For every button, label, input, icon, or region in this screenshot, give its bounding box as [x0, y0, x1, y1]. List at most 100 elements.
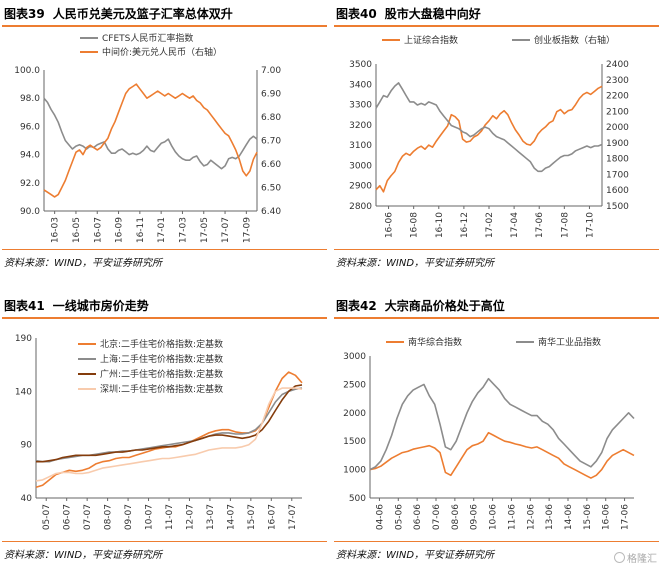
y-right-tick-label: 1700	[606, 170, 629, 180]
y-tick-label: 98.0	[20, 94, 40, 104]
chart-title: 图表41 一线城市房价走势	[4, 297, 149, 315]
y-right-tick-label: 7.00	[261, 66, 281, 76]
title-rule	[2, 25, 327, 27]
x-tick-label: 17-06	[535, 212, 545, 238]
y-tick-label: 96.0	[20, 122, 40, 132]
source-rule	[2, 541, 327, 542]
title-rule	[334, 25, 659, 27]
legend-label: CFETS人民币汇率指数	[102, 32, 193, 44]
x-tick-label: 17-05	[200, 217, 210, 243]
series-line-1	[375, 82, 603, 173]
chart-title-text: 人民币兑美元及篮子汇率总体双升	[52, 7, 233, 21]
chart-number: 图表40	[336, 7, 377, 21]
y-tick-label: 140	[15, 387, 32, 397]
source-note: 资料来源：WIND，平安证券研究所	[4, 550, 163, 561]
chart-title: 图表40 股市大盘稳中向好	[336, 5, 481, 23]
chart-title-text: 一线城市房价走势	[52, 299, 149, 313]
series-line-0	[375, 85, 603, 193]
source-note: 资料来源：WIND，平安证券研究所	[4, 258, 163, 269]
chart-number: 图表39	[4, 7, 45, 21]
legend-label: 南华综合指数	[408, 336, 462, 348]
stock-chart: 2800 2900 3000 3100 3200 3300 3400 3500 1500 1600…	[349, 34, 629, 238]
x-tick-label: 16-12	[460, 212, 470, 238]
y-right-tick-label: 6.80	[261, 113, 281, 123]
y-tick-label: 2800	[349, 202, 372, 212]
commodity-chart: 500 1000 1500 2000 2500 3000 04-06 05-06 06-06 07…	[343, 336, 635, 530]
x-tick-label: 17-10	[585, 212, 595, 238]
y-tick-label: 40	[21, 494, 33, 504]
x-tick-label: 09-06	[470, 504, 480, 530]
y-tick-label: 1000	[343, 466, 366, 476]
y-right-tick-label: 1500	[606, 202, 629, 212]
x-tick-label: 11-07	[165, 504, 175, 530]
chart-title: 图表42 大宗商品价格处于高位	[336, 297, 505, 315]
fx-chart: 90.0 92.0 94.0 96.0 98.0 100.0 6.40 6.50 6.60 6.7…	[14, 32, 281, 243]
y-tick-label: 3400	[349, 80, 372, 90]
y-right-tick-label: 6.60	[261, 160, 281, 170]
x-tick-label: 10-07	[145, 504, 155, 530]
x-tick-label: 14-06	[564, 504, 574, 530]
x-tick-label: 17-02	[485, 212, 495, 238]
x-tick-label: 08-07	[104, 504, 114, 530]
y-tick-label: 3000	[349, 161, 372, 171]
y-right-tick-label: 1800	[606, 155, 629, 165]
x-tick-label: 12-07	[185, 504, 195, 530]
watermark: 格隆汇	[614, 550, 657, 565]
x-tick-label: 17-06	[621, 504, 631, 530]
y-tick-label: 3500	[349, 60, 372, 70]
x-tick-label: 17-01	[157, 217, 167, 243]
title-rule	[334, 317, 659, 319]
x-tick-label: 09-07	[124, 504, 134, 530]
series-line-1	[43, 83, 258, 198]
source-note: 资料来源：WIND，平安证券研究所	[336, 550, 495, 561]
x-tick-label: 06-06	[413, 504, 423, 530]
y-tick-label: 90.0	[20, 207, 40, 217]
panel-commodities: 图表42 大宗商品价格处于高位 500 1000 1500 2000 2500 3000 04…	[334, 294, 659, 566]
x-tick-label: 12-06	[526, 504, 536, 530]
y-tick-label: 2500	[343, 380, 366, 390]
legend-label: 广州:二手住宅价格指数:定基数	[100, 368, 223, 380]
panel-fx: 图表39 人民币兑美元及篮子汇率总体双升 90.0 92.0 94.0 96.0 98.0…	[2, 2, 327, 274]
source-rule	[334, 541, 659, 542]
x-tick-label: 16-11	[136, 217, 146, 243]
y-right-tick-label: 1600	[606, 186, 629, 196]
y-tick-label: 3200	[349, 121, 372, 131]
legend-label: 北京:二手住宅价格指数:定基数	[100, 338, 223, 350]
chart-number: 图表42	[336, 299, 377, 313]
housing-chart: 40 90 140 190 05-07 06-07 07-07 08-07 09-07 10-07…	[15, 334, 303, 530]
y-right-tick-label: 6.90	[261, 90, 281, 100]
x-tick-label: 16-07	[267, 504, 277, 530]
x-tick-label: 07-06	[432, 504, 442, 530]
title-rule	[2, 317, 327, 319]
y-right-tick-label: 6.40	[261, 207, 281, 217]
y-tick-label: 94.0	[20, 151, 40, 161]
x-tick-label: 16-08	[410, 212, 420, 238]
x-tick-label: 11-06	[507, 504, 517, 530]
source-note: 资料来源：WIND，平安证券研究所	[336, 258, 495, 269]
series-line-0	[369, 431, 635, 479]
y-tick-label: 3100	[349, 141, 372, 151]
x-tick-label: 17-09	[242, 217, 252, 243]
x-tick-label: 17-07	[221, 217, 231, 243]
x-tick-label: 07-07	[83, 504, 93, 530]
x-tick-label: 16-03	[51, 217, 61, 243]
x-tick-label: 17-07	[288, 504, 298, 530]
panel-housing: 图表41 一线城市房价走势 40 90 140 190 05-07 06-07 07-07 08…	[2, 294, 327, 566]
panel-stocks: 图表40 股市大盘稳中向好 2800 2900 3000 3100 3200 3300 340…	[334, 2, 659, 274]
chart-number: 图表41	[4, 299, 45, 313]
x-tick-label: 05-07	[42, 504, 52, 530]
x-tick-label: 16-06	[602, 504, 612, 530]
x-tick-label: 15-06	[583, 504, 593, 530]
series-line-1	[369, 377, 635, 471]
chart-title: 图表39 人民币兑美元及篮子汇率总体双升	[4, 5, 233, 23]
y-right-tick-label: 6.70	[261, 137, 281, 147]
series-line-0	[43, 97, 258, 170]
chart-title-text: 股市大盘稳中向好	[384, 7, 481, 21]
watermark-logo-icon	[614, 552, 625, 563]
watermark-text: 格隆汇	[627, 554, 657, 565]
y-tick-label: 3000	[343, 352, 366, 362]
y-right-tick-label: 2100	[606, 107, 629, 117]
x-tick-label: 08-06	[451, 504, 461, 530]
legend-label: 南华工业品指数	[538, 336, 601, 348]
x-tick-label: 05-06	[394, 504, 404, 530]
